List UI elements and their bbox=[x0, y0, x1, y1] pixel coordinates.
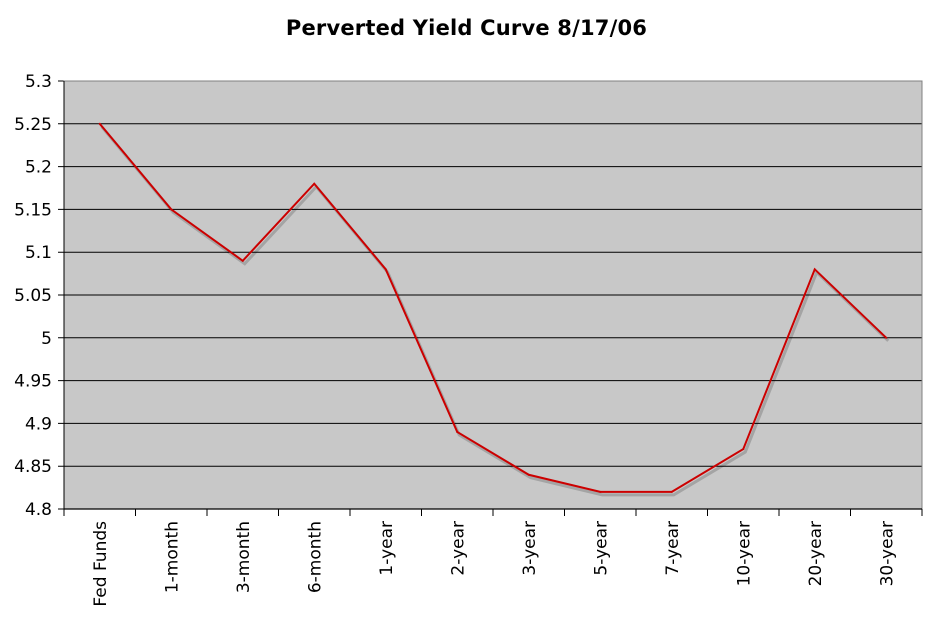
data-point bbox=[742, 448, 745, 451]
y-tick-label: 5.2 bbox=[25, 158, 52, 178]
y-tick-label: 5.15 bbox=[14, 200, 52, 220]
data-point bbox=[599, 490, 602, 493]
data-point bbox=[527, 473, 530, 476]
x-tick-label: 5-year bbox=[591, 521, 611, 576]
x-tick-label: 7-year bbox=[663, 521, 683, 576]
data-point bbox=[456, 430, 459, 433]
y-tick-label: 4.95 bbox=[14, 372, 52, 392]
data-point bbox=[670, 490, 673, 493]
x-tick-label: Fed Funds bbox=[91, 521, 111, 607]
y-tick-label: 5.05 bbox=[14, 286, 52, 306]
x-tick-label: 6-month bbox=[305, 521, 325, 593]
data-point bbox=[170, 208, 173, 211]
data-point bbox=[813, 268, 816, 271]
series-line-shadow bbox=[100, 125, 890, 497]
x-tick-label: 2-year bbox=[448, 521, 468, 576]
y-tick-label: 4.9 bbox=[25, 414, 52, 434]
x-tick-label: 1-year bbox=[377, 521, 397, 576]
series-line bbox=[98, 123, 887, 493]
data-point bbox=[241, 259, 244, 262]
x-tick-label: 1-month bbox=[162, 521, 182, 593]
y-tick-label: 4.8 bbox=[25, 500, 52, 520]
data-point bbox=[885, 336, 888, 339]
x-tick-label: 10-year bbox=[734, 521, 754, 586]
data-point bbox=[313, 182, 316, 185]
x-tick-label: 30-year bbox=[877, 521, 897, 586]
y-tick-label: 5 bbox=[41, 329, 52, 349]
y-tick-label: 4.85 bbox=[14, 457, 52, 477]
chart-title: Perverted Yield Curve 8/17/06 bbox=[285, 16, 648, 40]
x-tick-label: 3-year bbox=[520, 521, 540, 576]
y-tick-label: 5.25 bbox=[14, 115, 52, 135]
y-tick-label: 5.3 bbox=[25, 72, 52, 92]
data-point bbox=[98, 122, 101, 125]
x-tick-label: 20-year bbox=[806, 521, 826, 586]
y-tick-label: 5.1 bbox=[25, 243, 52, 263]
data-point bbox=[384, 268, 387, 271]
x-tick-label: 3-month bbox=[234, 521, 254, 593]
